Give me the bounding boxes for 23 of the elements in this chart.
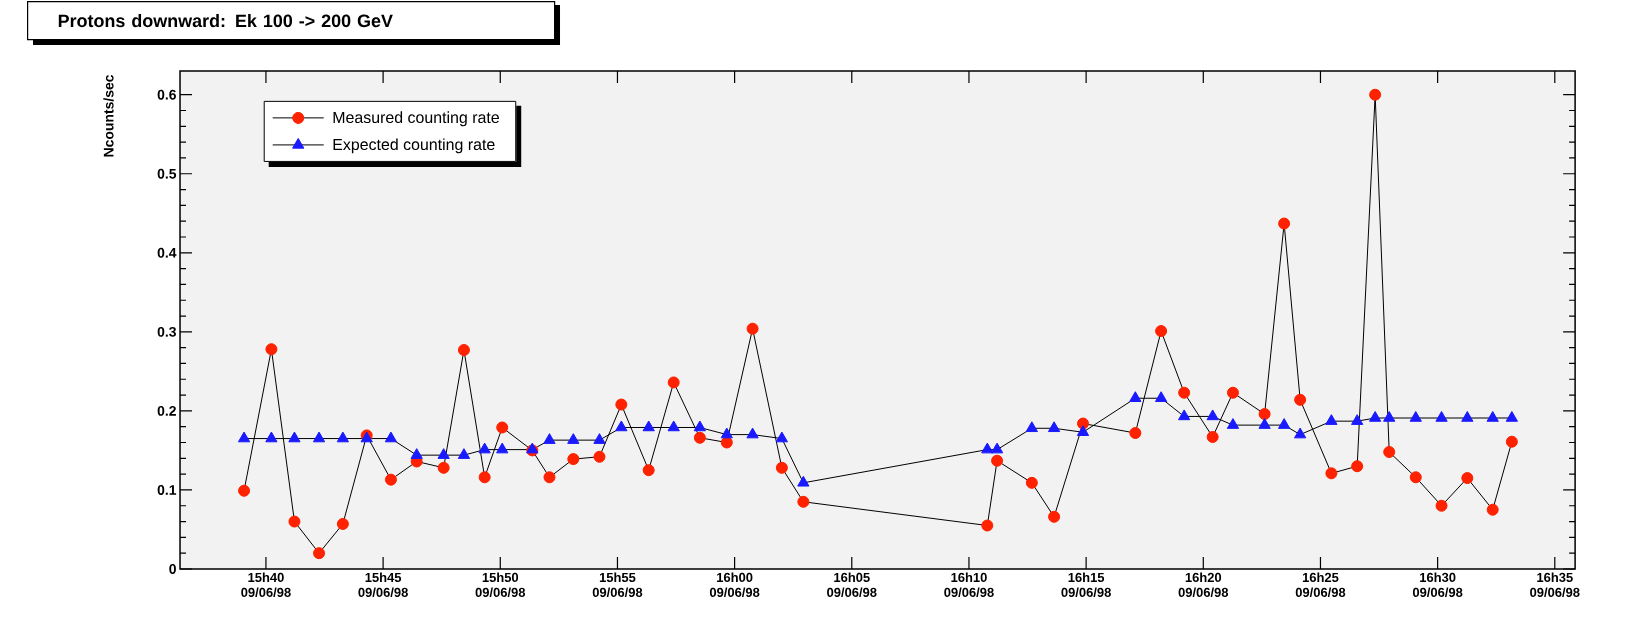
x-tick-label: 15h40 09/06/98	[241, 572, 291, 598]
x-tick-label: 15h45 09/06/98	[358, 572, 408, 598]
y-tick-label: 0.6	[157, 89, 176, 100]
chart-title: Protons downward: Ek 100 -> 200 GeV	[58, 14, 393, 28]
x-tick-label: 16h20 09/06/98	[1178, 572, 1229, 598]
y-tick-label: 0.1	[157, 484, 177, 495]
x-tick-label: 16h10 09/06/98	[944, 572, 994, 598]
x-tick-label: 15h55 09/06/98	[592, 572, 643, 598]
x-tick-label: 16h00 09/06/98	[709, 572, 760, 598]
legend-label: Measured counting rate	[333, 111, 499, 127]
x-tick-label: 15h50 09/06/98	[475, 572, 526, 598]
y-tick-label: 0	[169, 564, 176, 574]
y-tick-label: 0.3	[157, 326, 176, 337]
y-tick-label: 0.2	[157, 405, 176, 416]
legend-label: Expected counting rate	[333, 138, 495, 154]
x-tick-label: 16h30 09/06/98	[1412, 572, 1463, 598]
x-tick-label: 16h25 09/06/98	[1295, 572, 1346, 598]
x-tick-label: 16h15 09/06/98	[1061, 572, 1111, 598]
y-tick-label: 0.4	[157, 247, 177, 258]
x-tick-label: 16h05 09/06/98	[827, 572, 877, 598]
y-tick-label: 0.5	[157, 168, 177, 179]
y-axis-title: Ncounts/sec	[103, 74, 114, 157]
x-tick-label: 16h35 09/06/98	[1530, 572, 1580, 598]
